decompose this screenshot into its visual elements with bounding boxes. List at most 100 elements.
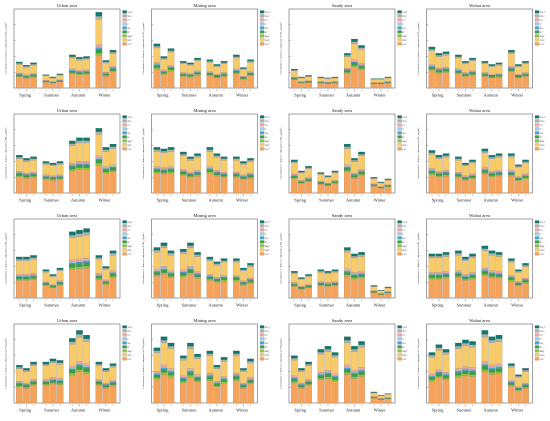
bar-segment bbox=[462, 339, 469, 344]
bar-segment bbox=[428, 169, 436, 171]
bar-segment bbox=[240, 285, 247, 299]
bar-point-label: C bbox=[197, 300, 199, 302]
bar-segment bbox=[206, 276, 214, 278]
season-label: Winter bbox=[511, 408, 524, 413]
bar-segment bbox=[324, 77, 332, 79]
bar-segment bbox=[83, 257, 90, 261]
bar-segment bbox=[358, 66, 365, 69]
bar-segment bbox=[83, 73, 90, 75]
bar-segment bbox=[515, 377, 522, 387]
legend-label: NO₃⁻ bbox=[265, 120, 271, 123]
bar-segment bbox=[194, 155, 201, 158]
bar-segment bbox=[495, 174, 503, 177]
legend-swatch bbox=[259, 333, 265, 337]
bar-segment bbox=[42, 176, 50, 177]
bar-segment bbox=[220, 279, 228, 282]
bar-segment bbox=[508, 262, 515, 276]
bar-segment bbox=[23, 177, 30, 194]
bar-segment bbox=[488, 272, 496, 274]
bar-segment bbox=[462, 280, 469, 299]
bar-segment bbox=[69, 72, 76, 74]
legend-swatch bbox=[259, 143, 265, 147]
bar-segment bbox=[515, 167, 522, 177]
bar-segment bbox=[213, 368, 221, 382]
bar-segment bbox=[247, 61, 254, 63]
bar-segment bbox=[69, 68, 76, 70]
legend-swatch bbox=[122, 333, 127, 337]
bar-segment bbox=[428, 253, 436, 257]
bar-segment bbox=[194, 70, 201, 72]
y-axis-label: Concentration of chemical components in … bbox=[142, 22, 145, 74]
season-label: Winter bbox=[236, 408, 249, 413]
bar-segment bbox=[30, 173, 37, 175]
bar-segment bbox=[220, 383, 228, 404]
bar-segment bbox=[384, 287, 392, 292]
bar-segment bbox=[331, 381, 339, 404]
subplot-title: Mining area bbox=[193, 108, 215, 113]
legend-label: K⁺ bbox=[403, 241, 407, 244]
bar-segment bbox=[16, 74, 23, 75]
bar-point-label: A bbox=[511, 299, 513, 302]
subplot-title: Urban area bbox=[57, 108, 77, 113]
season-label: Winter bbox=[236, 93, 249, 98]
bar-segment bbox=[455, 276, 462, 278]
legend-swatch bbox=[259, 353, 265, 357]
bar-point-label: A bbox=[373, 89, 375, 92]
bar-segment bbox=[428, 66, 436, 68]
bar-segment bbox=[167, 368, 175, 371]
bar-point-label: B bbox=[518, 195, 520, 197]
bar-segment bbox=[213, 385, 221, 387]
bar-point-label: C bbox=[445, 90, 447, 92]
bar-segment bbox=[495, 153, 503, 156]
bar-segment bbox=[455, 68, 462, 70]
season-label: Spring bbox=[19, 408, 32, 413]
bar-segment bbox=[291, 283, 298, 285]
bar-segment bbox=[435, 257, 443, 273]
bar-segment bbox=[522, 73, 529, 75]
bar-segment bbox=[344, 340, 351, 344]
bar-segment bbox=[481, 337, 489, 362]
bar-segment bbox=[95, 259, 103, 274]
bar-segment bbox=[428, 174, 436, 194]
bar-point-label: C bbox=[472, 90, 474, 92]
legend-swatch bbox=[122, 325, 127, 329]
bar-segment bbox=[455, 56, 462, 59]
legend-label: NO₃⁻ bbox=[540, 225, 546, 228]
bar-point-label: C bbox=[525, 300, 527, 302]
bar-segment bbox=[488, 65, 496, 67]
legend-swatch bbox=[397, 123, 402, 127]
bar-segment bbox=[331, 284, 339, 286]
legend-label: Ca²⁺ bbox=[128, 148, 133, 151]
bar-segment bbox=[95, 273, 103, 275]
bar-segment bbox=[95, 364, 103, 366]
bar-segment bbox=[30, 278, 37, 280]
bar-segment bbox=[30, 160, 37, 173]
season-label: Summer bbox=[44, 198, 59, 203]
bar-segment bbox=[109, 365, 117, 368]
bar-segment bbox=[76, 236, 83, 259]
bar-segment bbox=[160, 268, 168, 270]
bar-segment bbox=[153, 372, 161, 374]
bar-segment bbox=[351, 371, 358, 373]
bar-point-label: A bbox=[183, 404, 185, 407]
bar-segment bbox=[102, 76, 110, 89]
bar-segment bbox=[95, 163, 103, 166]
plot-frame bbox=[426, 218, 533, 299]
bar-segment bbox=[160, 272, 168, 275]
bar-segment bbox=[220, 361, 228, 377]
bar-segment bbox=[522, 387, 529, 404]
bar-segment bbox=[167, 52, 175, 66]
legend-swatch bbox=[259, 337, 265, 341]
bar-segment bbox=[76, 70, 83, 72]
bar-segment bbox=[508, 157, 515, 171]
bar-point-label: B bbox=[301, 300, 303, 302]
bar-point-label: A bbox=[373, 194, 375, 197]
bar-segment bbox=[384, 286, 392, 288]
legend-label: F⁻ bbox=[540, 128, 543, 131]
bar-segment bbox=[344, 342, 351, 365]
bar-segment bbox=[317, 181, 325, 182]
bar-segment bbox=[317, 372, 325, 374]
bar-point-label: A bbox=[458, 404, 460, 407]
bar-segment bbox=[488, 340, 496, 344]
bar-segment bbox=[167, 66, 175, 68]
